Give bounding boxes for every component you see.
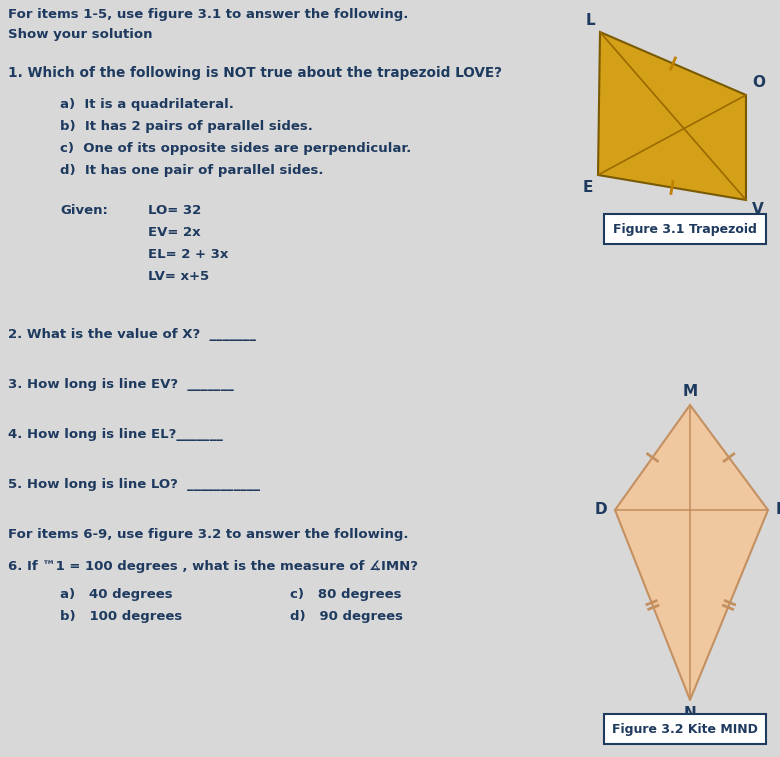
Text: Figure 3.2 Kite MIND: Figure 3.2 Kite MIND <box>612 722 758 736</box>
Text: a)  It is a quadrilateral.: a) It is a quadrilateral. <box>60 98 234 111</box>
Text: 1. Which of the following is NOT true about the trapezoid LOVE?: 1. Which of the following is NOT true ab… <box>8 66 502 80</box>
Text: a)   40 degrees: a) 40 degrees <box>60 588 172 601</box>
Text: EL= 2 + 3x: EL= 2 + 3x <box>148 248 229 261</box>
Text: 5. How long is line LO?  ___________: 5. How long is line LO? ___________ <box>8 478 260 491</box>
Text: d)  It has one pair of parallel sides.: d) It has one pair of parallel sides. <box>60 164 324 177</box>
Text: Figure 3.1 Trapezoid: Figure 3.1 Trapezoid <box>613 223 757 235</box>
Text: c)   80 degrees: c) 80 degrees <box>290 588 402 601</box>
Text: d)   90 degrees: d) 90 degrees <box>290 610 403 623</box>
Text: LV= x+5: LV= x+5 <box>148 270 209 283</box>
Text: 6. If ™1 = 100 degrees , what is the measure of ∡IMN?: 6. If ™1 = 100 degrees , what is the mea… <box>8 560 418 573</box>
Text: L: L <box>585 13 595 28</box>
FancyBboxPatch shape <box>604 714 766 744</box>
Text: LO= 32: LO= 32 <box>148 204 201 217</box>
Text: E: E <box>583 180 593 195</box>
Text: V: V <box>752 202 764 217</box>
Text: I: I <box>776 503 780 518</box>
Polygon shape <box>615 405 768 700</box>
Text: O: O <box>752 75 765 90</box>
Text: 3. How long is line EV?  _______: 3. How long is line EV? _______ <box>8 378 234 391</box>
Text: 4. How long is line EL?_______: 4. How long is line EL?_______ <box>8 428 223 441</box>
FancyBboxPatch shape <box>604 214 766 244</box>
Text: Show your solution: Show your solution <box>8 28 153 41</box>
Polygon shape <box>598 32 746 200</box>
Text: b)  It has 2 pairs of parallel sides.: b) It has 2 pairs of parallel sides. <box>60 120 313 133</box>
Text: 2. What is the value of X?  _______: 2. What is the value of X? _______ <box>8 328 256 341</box>
Text: D: D <box>594 503 607 518</box>
Text: b)   100 degrees: b) 100 degrees <box>60 610 183 623</box>
Text: c)  One of its opposite sides are perpendicular.: c) One of its opposite sides are perpend… <box>60 142 411 155</box>
Text: Given:: Given: <box>60 204 108 217</box>
Text: M: M <box>682 384 697 399</box>
Text: For items 6-9, use figure 3.2 to answer the following.: For items 6-9, use figure 3.2 to answer … <box>8 528 409 541</box>
Text: N: N <box>683 706 697 721</box>
Text: EV= 2x: EV= 2x <box>148 226 200 239</box>
Text: For items 1-5, use figure 3.1 to answer the following.: For items 1-5, use figure 3.1 to answer … <box>8 8 409 21</box>
